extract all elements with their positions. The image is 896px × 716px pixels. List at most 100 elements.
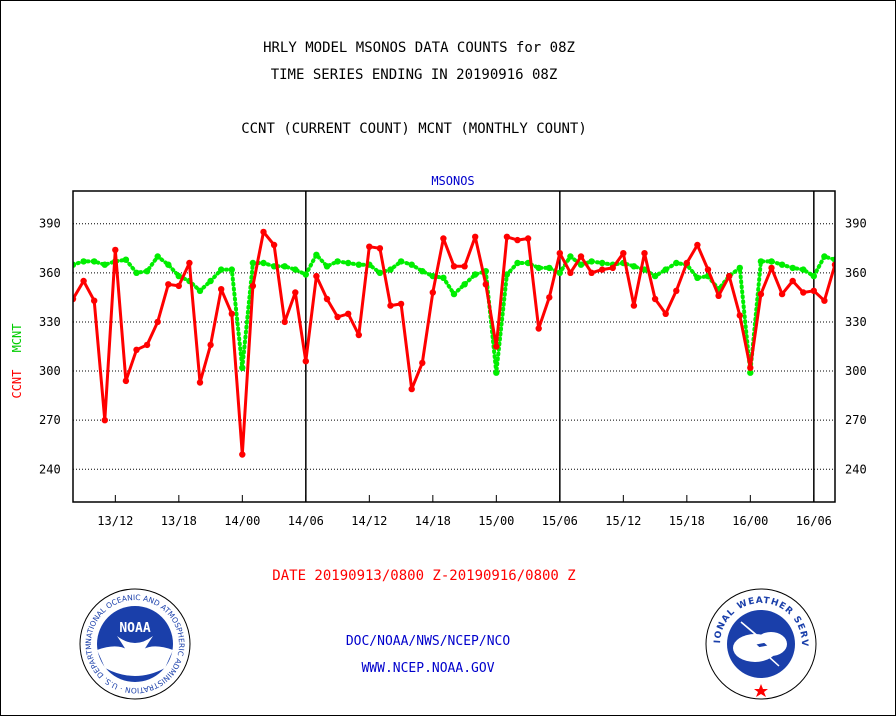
ccnt-series-point <box>800 289 807 296</box>
y-axis-label-mcnt: MCNT <box>10 323 24 352</box>
mcnt-series-point <box>419 268 426 275</box>
ccnt-series-point <box>704 266 712 273</box>
x-axis-label: DATE 20190913/0800 Z-20190916/0800 Z <box>272 568 575 584</box>
x-tick-label-16-00: 16/00 <box>732 514 768 528</box>
mcnt-series-point <box>91 258 98 265</box>
y-tick-label-right-270: 270 <box>845 413 867 427</box>
ccnt-series-point <box>73 295 77 303</box>
x-tick-label-15-00: 15/00 <box>478 514 514 528</box>
ccnt-series-point <box>334 313 341 321</box>
y-axis-label-ccnt: CCNT <box>10 370 24 399</box>
ccnt-series-point <box>715 292 722 299</box>
ccnt-series-point <box>768 264 775 272</box>
mcnt-series-point <box>218 266 225 273</box>
ccnt-series-point <box>112 246 119 254</box>
mcnt-series-point <box>175 272 182 280</box>
ccnt-series-point <box>503 233 511 240</box>
mcnt-series-point <box>397 258 405 265</box>
mcnt-series-point <box>228 266 235 273</box>
ccnt-series-point <box>133 346 140 353</box>
ccnt-series-point <box>609 264 616 272</box>
y-tick-label-right-390: 390 <box>845 217 867 231</box>
mcnt-series-point <box>514 259 521 267</box>
y-tick-label-right-360: 360 <box>845 266 867 280</box>
ccnt-series-point <box>323 295 331 303</box>
x-tick-label-14-18: 14/18 <box>415 514 451 528</box>
mcnt-series-point <box>345 259 352 267</box>
mcnt-series-point <box>196 287 204 294</box>
mcnt-series-point <box>747 369 754 376</box>
nws-star-icon <box>754 684 768 697</box>
ccnt-series-point <box>662 310 669 317</box>
ccnt-series-point <box>345 310 352 317</box>
x-tick-label-15-12: 15/12 <box>605 514 641 528</box>
mcnt-series-point <box>768 258 775 265</box>
mcnt-series-point <box>736 264 743 272</box>
ccnt-series-point <box>228 310 235 317</box>
x-tick-label-14-12: 14/12 <box>351 514 387 528</box>
ccnt-series-point <box>196 379 204 386</box>
x-tick-label-13-12: 13/12 <box>97 514 133 528</box>
ccnt-series-point <box>726 272 733 280</box>
ccnt-series-point <box>366 243 373 250</box>
ccnt-series-point <box>175 282 182 290</box>
x-tick-label-14-00: 14/00 <box>224 514 260 528</box>
y-tick-label-left-270: 270 <box>39 413 61 427</box>
ccnt-series-point <box>789 277 796 285</box>
ccnt-series-point <box>186 259 193 267</box>
x-tick-label-13-18: 13/18 <box>161 514 197 528</box>
ccnt-series-point <box>376 245 384 252</box>
mcnt-series-point <box>694 274 701 281</box>
y-tick-label-right-240: 240 <box>845 462 867 476</box>
mcnt-series-point <box>588 258 595 265</box>
ccnt-series-point <box>450 263 458 270</box>
mcnt-series-point <box>154 253 161 260</box>
x-tick-label-16-06: 16/06 <box>796 514 832 528</box>
ccnt-series-point <box>630 302 638 309</box>
x-tick-label-15-06: 15/06 <box>542 514 578 528</box>
mcnt-series-point <box>408 261 415 268</box>
axis-layer: 240 240 270 270 300 300 330 330 360 360 390 390 13/1… <box>39 217 867 528</box>
mcnt-series-point <box>472 271 479 278</box>
ccnt-series-point <box>577 253 585 260</box>
y-tick-label-left-360: 360 <box>39 266 61 280</box>
ccnt-series-point <box>302 358 309 365</box>
ccnt-series-point <box>122 377 130 385</box>
mcnt-series-point <box>821 253 828 260</box>
mcnt-series-point <box>662 266 669 273</box>
ccnt-series-point <box>556 250 563 257</box>
ccnt-series-point <box>641 250 648 257</box>
ccnt-series-point <box>143 341 151 349</box>
ccnt-series-point <box>387 302 394 309</box>
mcnt-series-point <box>461 281 468 288</box>
ccnt-series-point <box>461 263 468 270</box>
x-tick-label-15-18: 15/18 <box>669 514 705 528</box>
mcnt-series-point <box>673 259 680 267</box>
footer-agency-line: DOC/NOAA/NWS/NCEP/NCO <box>346 634 511 649</box>
ccnt-series-point <box>757 290 765 298</box>
mcnt-series-point <box>355 261 362 268</box>
ccnt-series-point <box>408 385 415 393</box>
ccnt-series-point <box>80 277 87 285</box>
mcnt-series-point <box>376 269 384 276</box>
ccnt-series-point <box>429 289 436 296</box>
ccnt-series-point <box>778 290 786 298</box>
y-tick-label-right-300: 300 <box>845 364 867 378</box>
mcnt-series-point <box>810 272 817 280</box>
chart-subtitle: CCNT (CURRENT COUNT) MCNT (MONTHLY COUNT… <box>241 121 587 137</box>
x-tick-label-14-06: 14/06 <box>288 514 324 528</box>
footer-url[interactable]: WWW.NCEP.NOAA.GOV <box>361 661 494 676</box>
nws-logo: NATIONAL WEATHER SERVICE <box>705 588 817 700</box>
ccnt-series-point <box>419 359 426 367</box>
ccnt-series-point <box>281 318 288 326</box>
ccnt-series-point <box>292 289 299 296</box>
mcnt-series-point <box>577 261 585 268</box>
ccnt-series-point <box>207 341 214 349</box>
series-layer <box>73 228 835 458</box>
mcnt-series-point <box>789 264 796 272</box>
mcnt-series-point <box>334 258 341 265</box>
ccnt-series-point <box>239 451 246 458</box>
ccnt-series-point <box>535 325 542 332</box>
